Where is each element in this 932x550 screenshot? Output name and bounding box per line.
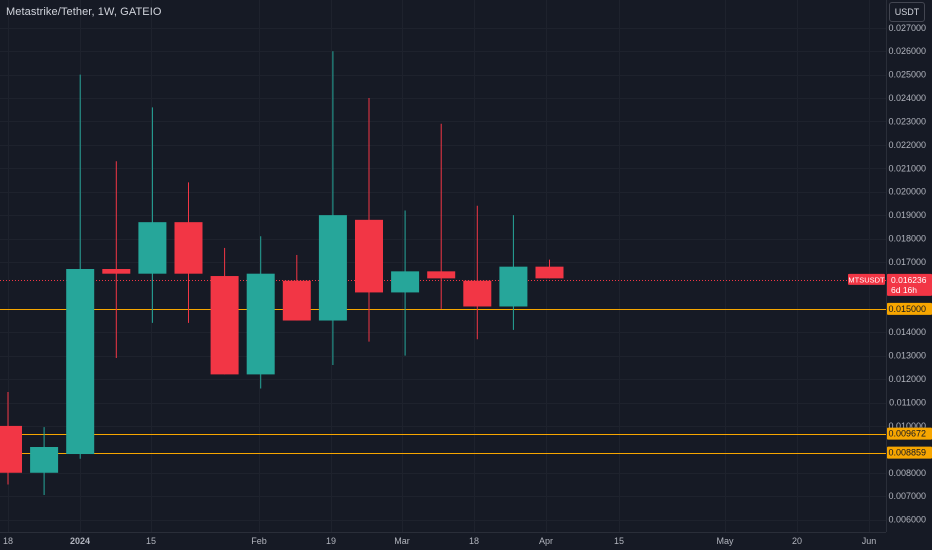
price-line-label: 0.015000 [888,304,926,314]
price-tick-label: 0.018000 [888,234,926,244]
candle-body [210,276,239,375]
price-labels: 0.015000 0.009672 0.008859 MTSUSDT 0.0162366… [848,273,932,459]
time-tick-label: Jun [862,536,877,546]
price-line-label: 0.008859 [888,448,926,458]
price-tick-label: 0.008000 [888,468,926,478]
price-line-label-background [887,446,932,459]
time-tick-label: Feb [251,536,267,546]
candle [355,98,383,342]
symbol-tag: MTSUSDT [848,275,885,284]
candle [463,205,492,340]
chart-title: Metastrike/Tether, 1W, GATEIO [6,6,162,18]
candle-countdown: 6d 16h [891,285,917,295]
candle [66,74,95,459]
time-tick-label: 18 [469,536,479,546]
price-lines [0,280,886,454]
candle [282,254,311,321]
candle-body [30,446,59,473]
candle [535,259,564,279]
price-line-label-background [887,302,932,315]
price-tick-label: 0.007000 [888,491,926,501]
time-tick-label: Apr [539,536,553,546]
current-price-label-background [887,273,932,296]
currency-button[interactable]: USDT [889,2,925,22]
time-tick-label: 15 [614,536,624,546]
time-tick-label: 20 [792,536,802,546]
candle [174,182,203,323]
candle-body [174,222,203,274]
price-tick-label: 0.022000 [888,140,926,150]
chart-grid [0,0,886,532]
price-tick-label: 0.010000 [888,421,926,431]
time-tick-label: Mar [394,536,410,546]
price-line-label: 0.009672 [888,429,926,439]
candle-body [391,271,420,293]
price-tick-label: 0.012000 [888,374,926,384]
candle [391,210,420,356]
candle-body [427,271,456,279]
time-axis-background [0,532,886,550]
candle-body [0,425,22,473]
price-tick-label: 0.021000 [888,163,926,173]
candle [246,236,275,389]
candle-body [66,269,95,455]
candle [102,161,131,359]
current-price-value: 0.016236 [891,275,927,285]
price-tick-label: 0.011000 [889,398,926,408]
candle-body [463,280,492,307]
price-tick-label: 0.013000 [888,351,926,361]
candle-body [246,273,275,375]
symbol-tag-background [848,273,885,285]
price-tick-label: 0.026000 [888,46,926,56]
time-tick-label: 18 [3,536,13,546]
price-tick-label: 0.027000 [888,23,926,33]
price-tick-label: 0.024000 [888,93,926,103]
time-tick-label: May [716,536,734,546]
candle [427,123,456,309]
candle [318,51,347,366]
price-tick-label: 0.023000 [888,116,926,126]
candle-body [318,215,347,321]
time-tick-label: 19 [326,536,336,546]
price-tick-label: 0.025000 [888,70,926,80]
candle-body [355,219,383,293]
time-axis[interactable]: 18 2024 15 Feb 19 Mar 18 Apr 15 May 20 Jun [0,532,886,550]
price-tick-label: 0.020000 [888,187,926,197]
price-tick-label: 0.006000 [888,515,926,525]
time-tick-label: 15 [146,536,156,546]
candle-body [499,266,528,307]
price-tick-label: 0.014000 [888,327,926,337]
candle-body [102,269,131,274]
candles [0,51,564,496]
time-tick-label: 2024 [70,536,90,546]
price-tick-label: 0.019000 [888,210,926,220]
price-line-label-background [887,427,932,440]
candle [138,107,167,323]
price-tick-label: 0.017000 [888,257,926,267]
candle [0,391,22,485]
candle [210,247,239,375]
candle [30,427,59,496]
candle-body [138,222,167,274]
candle [499,215,528,330]
candle-body [282,280,311,321]
candle-body [535,266,564,279]
